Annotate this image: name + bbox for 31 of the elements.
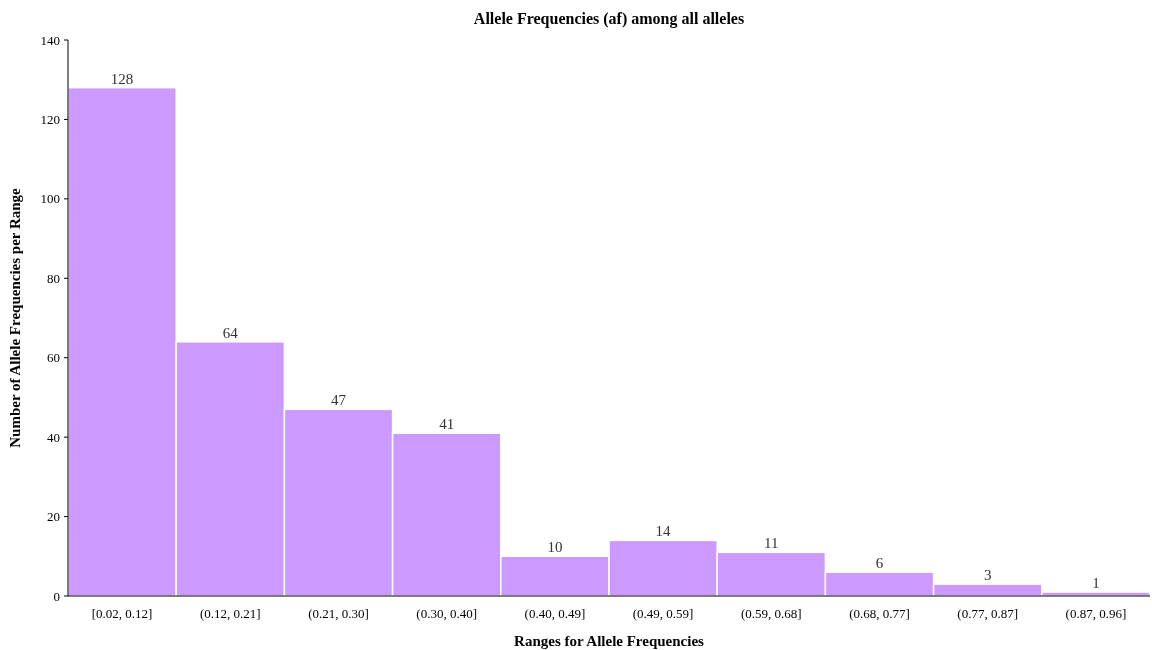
y-tick-label: 100: [40, 191, 60, 207]
data-label: 14: [655, 523, 672, 540]
chart-title: Allele Frequencies (af) among all alleles: [473, 10, 745, 28]
x-tick-label: [0.02, 0.12]: [91, 606, 153, 621]
x-tick-label: (0.77, 0.87]: [957, 606, 1019, 621]
x-tick-label: (0.87, 0.96]: [1065, 606, 1127, 621]
data-label: 6: [875, 555, 884, 572]
y-tick-label: 80: [47, 270, 60, 286]
x-tick-label: (0.30, 0.40]: [416, 606, 478, 621]
x-tick-label: (0.68, 0.77]: [849, 606, 910, 621]
data-label: 11: [764, 535, 779, 552]
y-tick-label: 0: [53, 588, 60, 604]
data-label: 64: [222, 324, 239, 341]
data-label: 1: [1092, 575, 1100, 592]
x-tick-label: (0.12, 0.21]: [199, 606, 261, 621]
x-tick-label: (0.59, 0.68]: [740, 606, 802, 621]
data-label: 10: [547, 539, 563, 556]
y-tick-label: 120: [40, 111, 60, 127]
y-tick-label: 60: [47, 350, 60, 366]
x-axis-title: Ranges for Allele Frequencies: [514, 633, 705, 649]
y-axis-title: Number of Allele Frequencies per Range: [7, 187, 23, 448]
x-tick-label: (0.40, 0.49]: [524, 606, 586, 621]
y-tick-label: 20: [47, 509, 60, 525]
data-label: 3: [983, 567, 992, 584]
data-label: 47: [331, 392, 347, 409]
data-label: 128: [110, 70, 134, 87]
x-tick-label: (0.49, 0.59]: [632, 606, 694, 621]
data-label: 41: [439, 416, 455, 433]
y-tick-label: 40: [47, 429, 60, 445]
x-tick-label: (0.21, 0.30]: [308, 606, 369, 621]
y-tick-label: 140: [40, 32, 60, 48]
